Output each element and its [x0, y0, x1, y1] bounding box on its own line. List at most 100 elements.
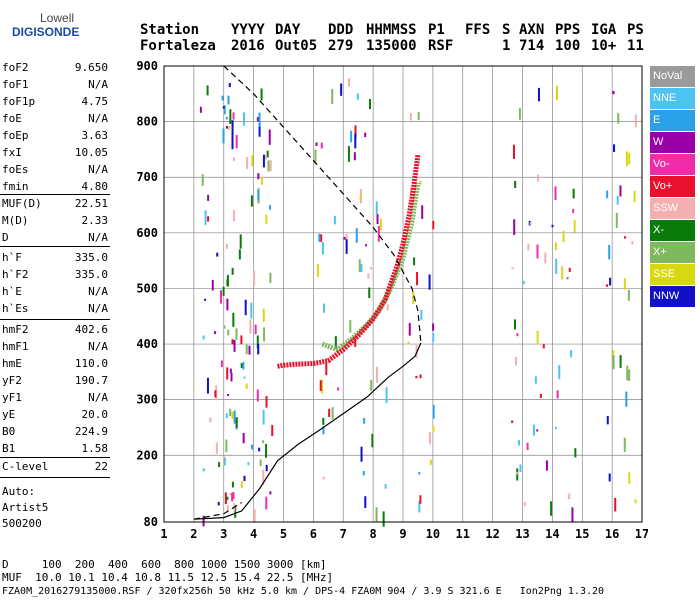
echo-mark [432, 220, 435, 230]
echo-mark [321, 379, 324, 394]
echo-mark [574, 448, 577, 458]
x-tick-label: 4 [250, 527, 257, 541]
echo-mark [265, 496, 268, 510]
echo-mark [254, 324, 257, 335]
x-tick-label: 11 [456, 527, 470, 541]
echo-mark [258, 447, 261, 452]
echo-mark [271, 425, 274, 437]
param-label: D [2, 231, 9, 244]
echo-mark [566, 277, 569, 280]
y-tick-label: 80 [144, 515, 158, 529]
echo-mark [350, 130, 353, 143]
echo-mark [322, 426, 325, 435]
header-value-iga: 10+ [591, 38, 617, 54]
auto-artist: Artist5 [2, 501, 49, 514]
echo-mark [318, 233, 321, 242]
echo-mark [334, 336, 337, 349]
echo-mark [228, 126, 231, 130]
echo-mark [222, 286, 225, 296]
param-value: 224.9 [74, 425, 108, 438]
echo-mark [432, 404, 435, 419]
param-label: h`F [2, 251, 22, 264]
echo-mark [572, 188, 575, 199]
header-label-pps: PPS [555, 22, 581, 38]
echo-mark [262, 469, 265, 485]
echo-mark [365, 244, 368, 247]
echo-mark [240, 335, 243, 345]
echo-mark [408, 322, 411, 336]
echo-mark [368, 287, 371, 299]
echo-mark [513, 219, 516, 235]
x-tick-label: 5 [280, 527, 287, 541]
echo-mark [572, 208, 575, 213]
echo-mark [247, 462, 250, 466]
echo-mark [625, 391, 628, 407]
echo-mark [362, 471, 365, 476]
header-value-day: Out05 [275, 38, 318, 54]
echo-mark [545, 460, 548, 471]
echo-mark [235, 328, 238, 340]
echo-mark [364, 132, 367, 138]
echo-mark [231, 481, 234, 488]
echo-mark [269, 160, 272, 172]
echo-mark [418, 471, 421, 475]
y-tick-label: 400 [136, 337, 158, 351]
param-value: 20.0 [81, 408, 109, 421]
echo-mark [628, 369, 631, 381]
echo-mark [257, 343, 260, 355]
echo-mark [320, 234, 323, 242]
echo-mark [367, 273, 370, 279]
echo-mark [345, 233, 348, 243]
echo-mark [354, 133, 357, 149]
plot-frame [163, 65, 643, 523]
legend-item-sse: SSE [650, 264, 695, 285]
echo-mark [358, 259, 361, 272]
echo-mark [253, 509, 256, 523]
echo-mark [527, 243, 530, 251]
echo-mark [265, 154, 268, 160]
param-value: N/A [88, 163, 108, 176]
echo-mark [269, 491, 272, 495]
echo-mark [407, 341, 410, 345]
echo-mark [429, 459, 432, 465]
echo-mark [256, 335, 259, 349]
param-label: foE [2, 112, 22, 125]
echo-mark [561, 266, 564, 280]
echo-mark [536, 330, 539, 344]
echo-mark [232, 157, 235, 161]
echo-mark [229, 408, 232, 417]
legend-item-x-plus: X+ [650, 242, 695, 263]
density-profile-line [193, 342, 422, 520]
echo-mark [516, 333, 519, 337]
echo-mark [226, 367, 229, 380]
echo-mark [606, 415, 609, 425]
echo-mark [248, 345, 251, 355]
echo-mark [363, 417, 366, 424]
echo-mark [257, 190, 260, 201]
echo-mark [634, 499, 637, 504]
echo-mark [325, 363, 328, 376]
echo-mark [627, 289, 630, 301]
echo-mark [625, 151, 628, 167]
echo-mark [558, 365, 561, 380]
echo-mark [251, 444, 254, 450]
param-value: N/A [88, 302, 108, 315]
echo-mark [265, 396, 268, 408]
echo-mark [623, 236, 626, 239]
echo-mark [608, 244, 611, 260]
x-tick-label: 9 [399, 527, 406, 541]
echo-mark [523, 502, 526, 507]
param-label: M(D) [2, 214, 29, 227]
echo-mark [227, 393, 230, 397]
echo-mark [232, 312, 235, 327]
x-tick-label: 15 [575, 527, 589, 541]
echo-mark [419, 374, 422, 379]
echo-mark [219, 291, 222, 304]
echo-mark [262, 409, 265, 425]
echo-mark [626, 365, 629, 381]
echo-mark [364, 496, 367, 509]
echo-mark [532, 424, 535, 436]
footer-distance-row: D 100 200 400 600 800 1000 1500 3000 [km… [2, 558, 327, 571]
x-tick-label: 1 [160, 527, 167, 541]
param-value: 1.58 [81, 442, 109, 455]
